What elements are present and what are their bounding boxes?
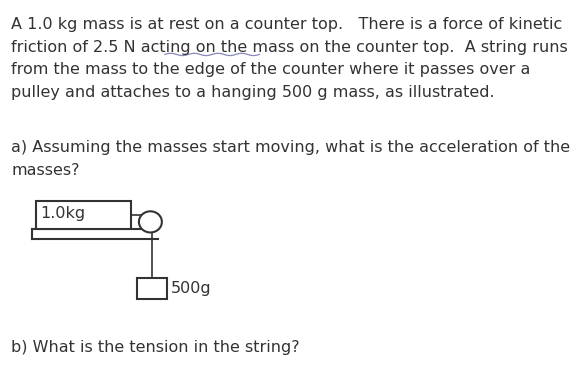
Text: a) Assuming the masses start moving, what is the acceleration of the: a) Assuming the masses start moving, wha… — [11, 140, 571, 155]
Bar — [137, 278, 167, 299]
Text: b) What is the tension in the string?: b) What is the tension in the string? — [11, 340, 300, 355]
Text: from the mass to the edge of the counter where it passes over a: from the mass to the edge of the counter… — [11, 62, 531, 77]
Text: masses?: masses? — [11, 163, 80, 178]
Text: A 1.0 kg mass is at rest on a counter top.   There is a force of kinetic: A 1.0 kg mass is at rest on a counter to… — [11, 17, 563, 32]
Text: 500g: 500g — [171, 281, 212, 296]
Text: friction of 2.5 N acting on the mass on the counter top.  A string runs: friction of 2.5 N acting on the mass on … — [11, 40, 568, 55]
Bar — [36, 201, 131, 229]
Text: pulley and attaches to a hanging 500 g mass, as illustrated.: pulley and attaches to a hanging 500 g m… — [11, 85, 495, 100]
Ellipse shape — [139, 211, 162, 232]
Text: 1.0kg: 1.0kg — [40, 206, 86, 221]
